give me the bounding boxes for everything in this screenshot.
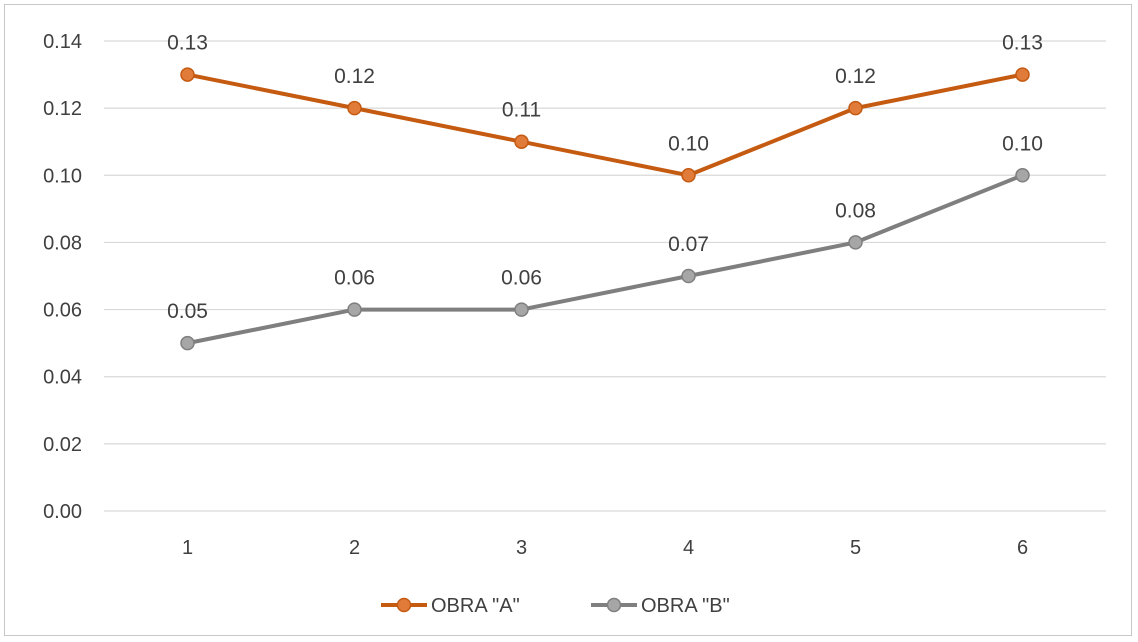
- data-label: 0.10: [1002, 132, 1043, 155]
- data-label: 0.06: [501, 267, 542, 290]
- data-label: 0.07: [668, 233, 709, 256]
- data-label: 0.08: [835, 199, 876, 222]
- legend-label: OBRA "A": [431, 595, 520, 617]
- series-group: 0.13 0.12 0.11 0.10 0.12 0.13 0.05 0.06 0.06 0.07…: [167, 32, 1043, 351]
- data-label: 0.11: [502, 99, 541, 122]
- data-label: 0.12: [835, 65, 876, 88]
- data-point: [1015, 168, 1030, 183]
- data-point: [1015, 67, 1030, 82]
- data-label: 0.10: [668, 132, 709, 155]
- legend-entry: OBRA "B": [591, 595, 730, 617]
- y-axis-tick-labels: 0.00 0.02 0.04 0.06 0.08 0.10 0.12 0.14: [43, 31, 82, 523]
- series-obra-b: 0.05 0.06 0.06 0.07 0.08 0.10: [167, 132, 1043, 351]
- data-point: [681, 268, 696, 284]
- y-tick-label: 0.06: [43, 300, 82, 322]
- legend: OBRA "A" OBRA "B": [381, 595, 730, 617]
- y-tick-label: 0.10: [43, 165, 82, 187]
- data-point: [848, 235, 863, 250]
- y-tick-label: 0.00: [43, 501, 82, 523]
- data-label: 0.12: [334, 65, 375, 88]
- data-point: [347, 302, 362, 317]
- y-tick-label: 0.14: [43, 31, 82, 53]
- data-point: [180, 67, 195, 82]
- y-tick-label: 0.04: [43, 367, 82, 389]
- x-tick-label: 1: [182, 537, 193, 559]
- series-line: [185, 173, 1025, 346]
- series-line: [185, 72, 1025, 178]
- data-point: [180, 335, 195, 351]
- data-point: [347, 100, 362, 116]
- y-tick-label: 0.02: [43, 434, 82, 456]
- y-tick-label: 0.12: [43, 98, 82, 120]
- legend-label: OBRA "B": [641, 595, 730, 617]
- legend-marker: [396, 597, 412, 613]
- x-tick-label: 6: [1017, 537, 1028, 559]
- x-tick-label: 2: [349, 537, 360, 559]
- data-label: 0.13: [1002, 32, 1043, 55]
- x-tick-label: 4: [683, 537, 694, 559]
- x-tick-label: 3: [516, 537, 527, 559]
- grid-lines: [104, 40, 1106, 512]
- data-label: 0.06: [334, 267, 375, 290]
- legend-entry: OBRA "A": [381, 595, 520, 617]
- y-tick-label: 0.08: [43, 232, 82, 254]
- x-tick-label: 5: [850, 537, 861, 559]
- series-obra-a: 0.13 0.12 0.11 0.10 0.12 0.13: [167, 32, 1043, 183]
- data-point: [514, 134, 529, 149]
- data-label: 0.13: [167, 32, 208, 55]
- data-point: [848, 100, 863, 116]
- chart-frame: [4, 4, 1132, 636]
- data-label: 0.05: [167, 300, 208, 323]
- legend-marker: [606, 597, 622, 613]
- data-point: [514, 302, 529, 317]
- data-point: [681, 168, 696, 183]
- x-axis-tick-labels: 1 2 3 4 5 6: [182, 537, 1028, 559]
